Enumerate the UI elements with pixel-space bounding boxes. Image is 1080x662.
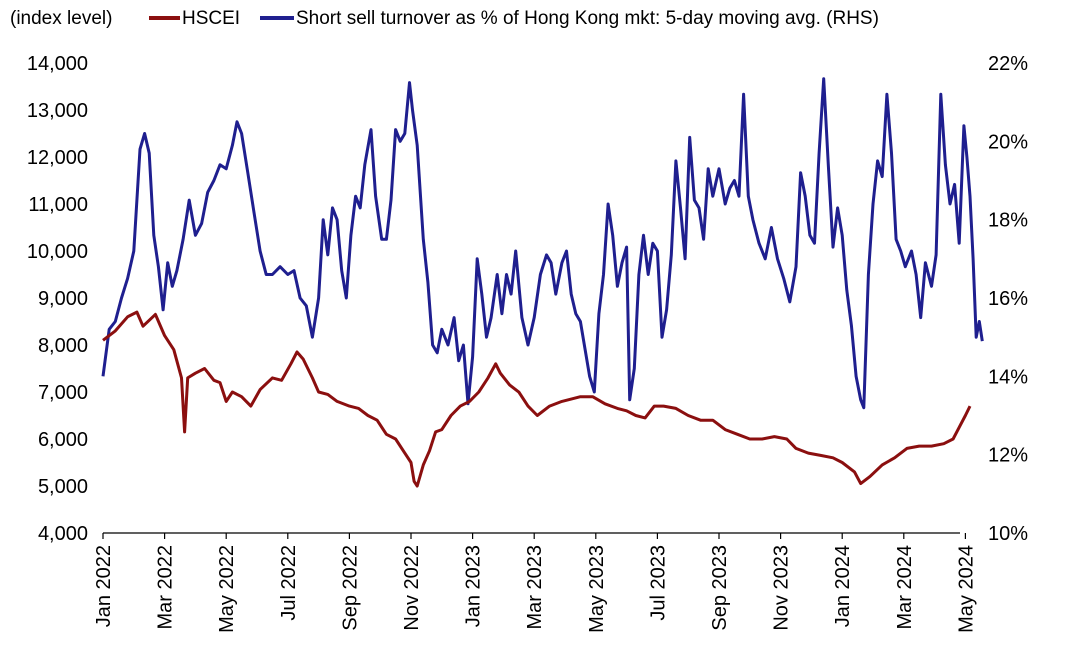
right-axis-tick-label: 16%: [988, 288, 1028, 310]
left-axis-tick-label: 12,000: [27, 147, 88, 169]
x-axis-tick-label: Nov 2023: [771, 545, 793, 631]
right-axis-tick-label: 14%: [988, 366, 1028, 388]
x-axis-tick-label: May 2024: [955, 545, 977, 633]
right-axis-tick-label: 10%: [988, 523, 1028, 545]
series-layer: [101, 77, 984, 488]
left-axis-tick-label: 7,000: [38, 382, 88, 404]
left-axis-tick-label: 11,000: [28, 194, 88, 216]
series-line-hscei: [102, 310, 972, 488]
right-axis-tick-label: 20%: [988, 131, 1028, 153]
left-axis-tick-label: 4,000: [38, 523, 88, 545]
legend-prefix: (index level): [10, 8, 112, 29]
x-axis-tick-label: Jan 2022: [93, 545, 115, 627]
x-axis-tick-label: Mar 2024: [894, 545, 916, 630]
x-axis-tick-label: Jul 2023: [647, 545, 669, 621]
x-axis-tick-label: Mar 2023: [524, 545, 546, 630]
right-axis-tick-label: 12%: [988, 445, 1028, 467]
x-axis-tick-label: Jan 2024: [832, 545, 854, 627]
x-axis-tick-label: May 2022: [216, 545, 238, 633]
x-axis-tick-label: Mar 2022: [155, 545, 177, 630]
right-axis-tick-label: 18%: [988, 210, 1028, 232]
left-axis-tick-label: 5,000: [38, 476, 88, 498]
right-axis-ticks: 10% 12% 14% 16% 18% 20% 22%: [988, 53, 1028, 545]
legend: (index level) HSCEI Short sell turnover …: [10, 8, 879, 29]
left-axis-tick-label: 10,000: [27, 241, 88, 263]
left-axis-tick-label: 13,000: [27, 100, 88, 122]
legend-label-short-sell: Short sell turnover as % of Hong Kong mk…: [296, 8, 879, 29]
x-axis-tick-label: May 2023: [586, 545, 608, 633]
legend-label-hscei: HSCEI: [182, 8, 240, 29]
x-axis-tick-label: Nov 2022: [401, 545, 423, 631]
x-axis-tick-label: Sep 2022: [339, 545, 361, 631]
left-axis-tick-label: 8,000: [38, 335, 88, 357]
left-axis-tick-label: 14,000: [27, 53, 88, 75]
left-axis-tick-label: 6,000: [38, 429, 88, 451]
left-axis-tick-label: 9,000: [38, 288, 88, 310]
x-axis-tick-label: Jan 2023: [463, 545, 485, 627]
series-line-short-sell: [101, 77, 984, 410]
x-axis-tick-label: Jul 2022: [278, 545, 300, 621]
x-axis-tick-label: Sep 2023: [709, 545, 731, 631]
left-axis-ticks: 4,000 5,000 6,000 7,000 8,000 9,000 10,000 11,0…: [27, 53, 88, 545]
right-axis-tick-label: 22%: [988, 53, 1028, 75]
x-axis-ticks: Jan 2022 Mar 2022 May 2022 Jul 2022 Sep 2022…: [93, 533, 977, 633]
